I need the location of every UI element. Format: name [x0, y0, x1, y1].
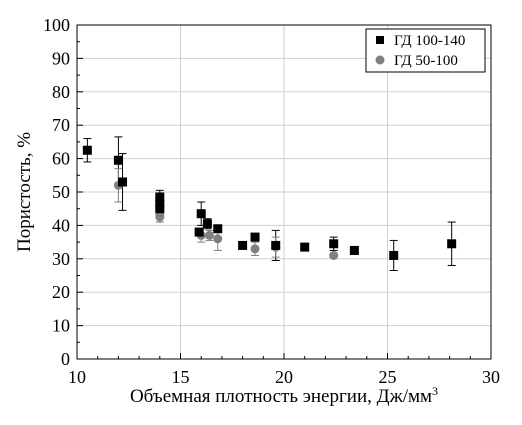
- y-tick-label: 50: [52, 182, 70, 202]
- data-point-square: [447, 239, 457, 249]
- data-point-square: [155, 192, 165, 202]
- data-point-square: [82, 145, 92, 155]
- y-tick-label: 80: [52, 82, 70, 102]
- legend-marker-square: [376, 36, 384, 44]
- data-point-square: [113, 155, 123, 165]
- data-point-square: [271, 240, 281, 250]
- data-point-square: [329, 239, 339, 249]
- error-bars: [83, 136, 456, 271]
- data-point-square: [202, 219, 212, 229]
- data-point-square: [349, 245, 359, 255]
- x-tick-label: 30: [482, 367, 500, 387]
- x-tick-label: 15: [172, 367, 190, 387]
- plot-frame: [76, 24, 492, 360]
- data-point-circle: [250, 244, 260, 254]
- y-tick-label: 60: [52, 149, 70, 169]
- x-tick-label: 25: [379, 367, 397, 387]
- data-point-circle: [329, 250, 339, 260]
- legend-label-gd-100-140: ГД 100-140: [394, 33, 465, 49]
- y-tick-label: 70: [52, 115, 70, 135]
- data-point-circle: [155, 212, 165, 222]
- data-point-circle: [204, 230, 214, 240]
- data-point-square: [194, 227, 204, 237]
- y-tick-label: 30: [52, 249, 70, 269]
- data-point-square: [300, 242, 310, 252]
- y-tick-label: 10: [52, 316, 70, 336]
- legend-box: [365, 28, 486, 73]
- y-tick-label: 20: [52, 282, 70, 302]
- x-tick-label: 20: [275, 367, 293, 387]
- y-tick-label: 100: [43, 15, 70, 35]
- x-axis-title-text: Объемная плотность энергии, Дж/мм: [130, 386, 432, 407]
- legend-label-gd-50-100: ГД 50-100: [394, 53, 458, 69]
- y-tick-label: 90: [52, 48, 70, 68]
- grid: [77, 25, 491, 359]
- data-points: [82, 145, 457, 260]
- y-tick-label: 40: [52, 215, 70, 235]
- data-point-square: [250, 232, 260, 242]
- data-point-square: [389, 250, 399, 260]
- y-tick-label: 0: [61, 349, 70, 369]
- y-axis-title: Пористость, %: [14, 132, 35, 252]
- x-axis-title: Объемная плотность энергии, Дж/мм3: [130, 384, 438, 407]
- legend: ГД 100-140 ГД 50-100: [365, 28, 486, 73]
- data-point-square: [155, 199, 165, 209]
- data-point-square: [213, 224, 223, 234]
- x-axis-title-superscript: 3: [432, 384, 438, 398]
- data-point-square: [196, 209, 206, 219]
- data-point-square: [155, 204, 165, 214]
- x-tick-label: 10: [68, 367, 86, 387]
- data-point-circle: [213, 234, 223, 244]
- data-point-square: [118, 177, 128, 187]
- legend-marker-circle: [375, 55, 385, 65]
- data-point-square: [238, 240, 248, 250]
